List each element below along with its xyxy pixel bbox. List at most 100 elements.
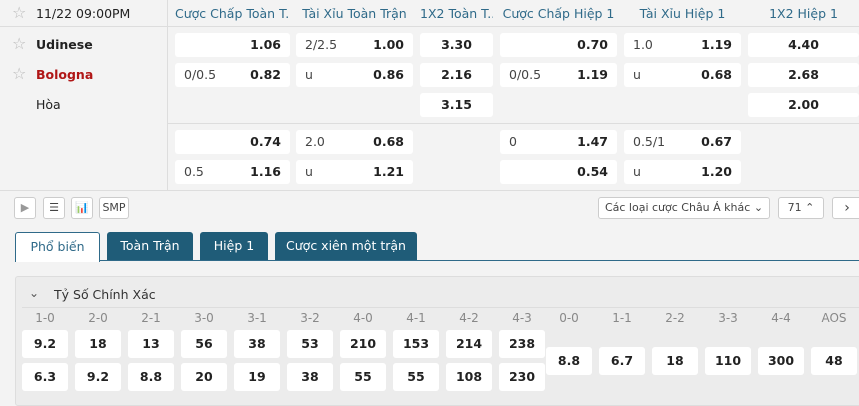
odds-cell[interactable]: 2.00 [748,93,859,117]
odds-cell[interactable]: u 0.86 [296,63,413,87]
score-label: 4-4 [771,311,791,325]
score-label: 4-1 [406,311,426,325]
odds-cell[interactable]: 3.15 [420,93,493,117]
odds-cell[interactable]: 4.40 [748,33,859,57]
handicap-value: u [305,67,313,82]
score-odds-away[interactable]: 55 [340,363,386,391]
score-odds-away[interactable]: 38 [287,363,333,391]
odds-cell[interactable]: 0.70 [500,33,617,57]
divider [0,190,859,191]
chevron-right-icon[interactable]: › [832,197,859,219]
odds-cell[interactable]: 0.54 [500,160,617,184]
divider [168,123,859,124]
score-odds-home[interactable]: 53 [287,330,333,358]
score-odds-draw[interactable]: 6.7 [599,347,645,375]
bet-type-dropdown[interactable]: Các loại cược Châu Á khác ⌄ [598,197,770,219]
tab-0[interactable]: Phổ biến [15,232,100,262]
odds-cell[interactable]: 0/0.5 1.19 [500,63,617,87]
odds-cell[interactable]: 3.30 [420,33,493,57]
handicap-value: 0 [509,134,517,149]
score-label: 0-0 [559,311,579,325]
odds-cell[interactable]: 0 1.47 [500,130,617,154]
match-time: 11/22 09:00PM [36,6,131,21]
score-odds-away[interactable]: 6.3 [22,363,68,391]
odds-cell[interactable]: 0.74 [175,130,290,154]
score-odds-draw[interactable]: 300 [758,347,804,375]
odds-cell[interactable]: u 1.21 [296,160,413,184]
chevron-down-icon[interactable]: ⌄ [29,286,40,300]
score-odds-away[interactable]: 230 [499,363,545,391]
score-odds-away[interactable]: 55 [393,363,439,391]
market-count: 71 [787,201,802,214]
odds-value: 1.47 [577,134,608,149]
odds-cell[interactable]: 0/0.5 0.82 [175,63,290,87]
odds-cell[interactable]: 2.0 0.68 [296,130,413,154]
odds-value: 0.86 [373,67,404,82]
odds-cell[interactable]: 0.5/1 0.67 [624,130,741,154]
odds-cell[interactable]: 2.68 [748,63,859,87]
odds-value: 0.70 [577,37,608,52]
score-odds-away[interactable]: 8.8 [128,363,174,391]
score-odds-home[interactable]: 214 [446,330,492,358]
score-odds-draw[interactable]: 110 [705,347,751,375]
tab-3[interactable]: Cược xiên một trận [275,232,417,260]
score-label: 4-0 [353,311,373,325]
score-label: 3-1 [247,311,267,325]
odds-cell[interactable]: 1.0 1.19 [624,33,741,57]
home-team: Udinese [36,37,93,52]
score-label: 4-2 [459,311,479,325]
draw-label: Hòa [36,97,61,112]
score-odds-away[interactable]: 108 [446,363,492,391]
score-odds-away[interactable]: 19 [234,363,280,391]
odds-cell[interactable]: 2/2.5 1.00 [296,33,413,57]
divider [0,26,859,27]
score-label: 3-0 [194,311,214,325]
score-odds-draw[interactable]: 18 [652,347,698,375]
column-header: 1X2 Toàn T... [420,6,493,21]
column-header: Cược Chấp Hiệp 1 [502,6,615,21]
score-odds-home[interactable]: 38 [234,330,280,358]
favorite-star-icon[interactable]: ☆ [12,64,27,83]
stats-chart-icon[interactable]: 📊 [71,197,93,219]
score-odds-home[interactable]: 18 [75,330,121,358]
score-odds-home[interactable]: 238 [499,330,545,358]
market-count-toggle[interactable]: 71 ⌃ [778,197,824,219]
favorite-star-icon[interactable]: ☆ [12,34,27,53]
odds-value: 0.82 [250,67,281,82]
handicap-value: 0.5/1 [633,134,666,149]
section-title[interactable]: Tỷ Số Chính Xác [54,287,156,302]
handicap-value: 0/0.5 [184,67,217,82]
score-label: 2-1 [141,311,161,325]
score-odds-home[interactable]: 13 [128,330,174,358]
odds-cell[interactable]: 1.06 [175,33,290,57]
tab-2[interactable]: Hiệp 1 [200,232,268,260]
smp-button[interactable]: SMP [99,197,129,219]
score-odds-draw[interactable]: 8.8 [546,347,592,375]
score-odds-home[interactable]: 153 [393,330,439,358]
odds-cell[interactable]: 0.5 1.16 [175,160,290,184]
tab-1[interactable]: Toàn Trận [107,232,193,260]
score-odds-draw[interactable]: 48 [811,347,857,375]
chevron-down-icon: ⌄ [753,201,764,214]
score-odds-away[interactable]: 20 [181,363,227,391]
odds-value: 0.68 [373,134,404,149]
odds-cell[interactable]: u 1.20 [624,160,741,184]
favorite-star-icon[interactable]: ☆ [12,3,27,22]
score-odds-home[interactable]: 210 [340,330,386,358]
odds-cell[interactable]: u 0.68 [624,63,741,87]
odds-value: 1.06 [250,37,281,52]
score-label: 4-3 [512,311,532,325]
play-icon[interactable]: ▶ [14,197,36,219]
odds-value: 1.00 [373,37,404,52]
odds-value: 1.19 [577,67,608,82]
score-label: AOS [821,311,847,325]
score-odds-home[interactable]: 9.2 [22,330,68,358]
odds-cell[interactable]: 2.16 [420,63,493,87]
score-label: 2-0 [88,311,108,325]
score-label: 3-2 [300,311,320,325]
tab-underline [15,260,859,261]
score-odds-away[interactable]: 9.2 [75,363,121,391]
list-icon[interactable]: ☰ [43,197,65,219]
score-odds-home[interactable]: 56 [181,330,227,358]
odds-value: 1.16 [250,164,281,179]
